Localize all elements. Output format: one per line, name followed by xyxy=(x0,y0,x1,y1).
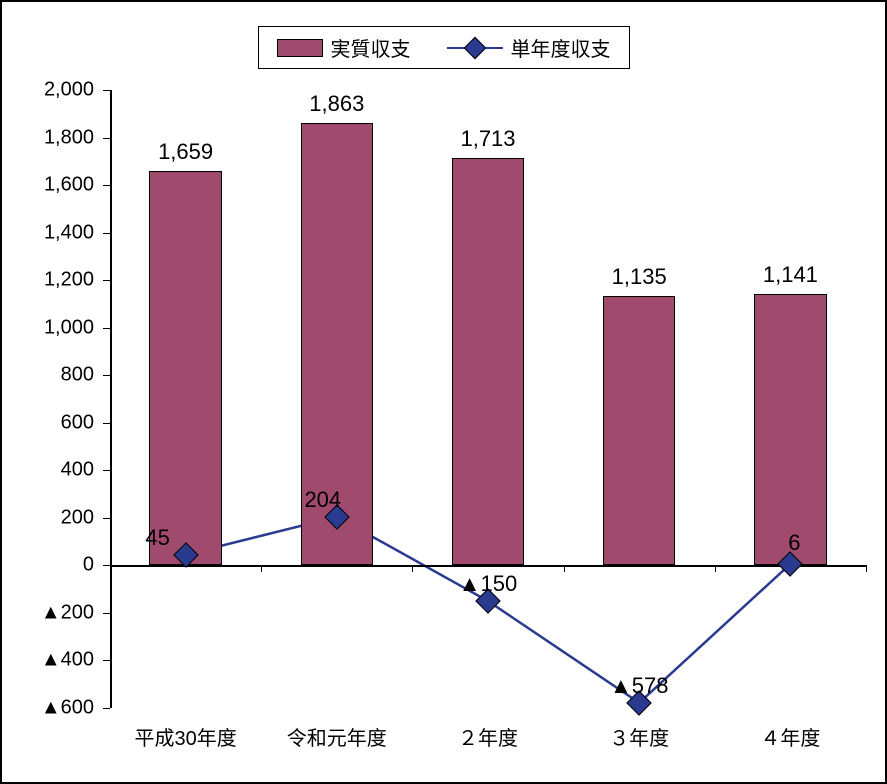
x-axis-label: ２年度 xyxy=(458,722,518,751)
y-axis-label: 0 xyxy=(83,554,94,577)
bar xyxy=(452,158,525,565)
x-tick xyxy=(715,565,716,572)
legend-item-line: 単年度収支 xyxy=(447,33,611,62)
bar-value-label: 1,713 xyxy=(460,126,515,152)
bar xyxy=(754,294,827,565)
legend-label: 実質収支 xyxy=(331,33,411,62)
y-tick xyxy=(103,708,110,709)
x-axis-label: ３年度 xyxy=(609,722,669,751)
y-axis-label: 400 xyxy=(61,459,94,482)
x-axis-label: ４年度 xyxy=(760,722,820,751)
y-axis-label: ▲600 xyxy=(41,697,94,720)
x-axis-label: 平成30年度 xyxy=(134,722,236,751)
y-tick xyxy=(103,660,110,661)
plot-area: 1,659 1,863 1,713 1,135 1,141 45 204 ▲150 ▲578 6 xyxy=(110,90,866,708)
y-tick xyxy=(103,518,110,519)
y-tick xyxy=(103,565,110,566)
bar-value-label: 1,863 xyxy=(309,91,364,117)
y-tick xyxy=(103,470,110,471)
y-axis-label: ▲200 xyxy=(41,601,94,624)
y-tick xyxy=(103,423,110,424)
line-value-label: ▲578 xyxy=(610,673,668,699)
x-tick xyxy=(110,565,111,572)
y-tick xyxy=(103,280,110,281)
y-axis-label: 1,200 xyxy=(44,269,94,292)
y-axis-label: 2,000 xyxy=(44,79,94,102)
gridline xyxy=(110,565,866,567)
legend-swatch-line xyxy=(447,47,503,49)
y-tick xyxy=(103,90,110,91)
x-tick xyxy=(564,565,565,572)
y-axis-label: 1,000 xyxy=(44,316,94,339)
y-axis-label: 200 xyxy=(61,506,94,529)
x-tick xyxy=(866,565,867,572)
y-axis-label: 1,800 xyxy=(44,126,94,149)
y-tick xyxy=(103,375,110,376)
bar-value-label: 1,141 xyxy=(763,262,818,288)
y-tick xyxy=(103,613,110,614)
y-axis-label: 1,600 xyxy=(44,174,94,197)
x-tick xyxy=(261,565,262,572)
bar-value-label: 1,135 xyxy=(612,264,667,290)
line-value-label: ▲150 xyxy=(459,571,517,597)
line-value-label: 6 xyxy=(788,530,800,556)
chart-frame: 実質収支 単年度収支 1,659 1,863 1,713 1,135 1,141 45 20… xyxy=(0,0,887,784)
y-tick xyxy=(103,185,110,186)
diamond-icon xyxy=(463,36,486,59)
y-tick xyxy=(103,233,110,234)
bar-value-label: 1,659 xyxy=(158,139,213,165)
bar xyxy=(149,171,222,565)
x-tick xyxy=(412,565,413,572)
legend-swatch-bar xyxy=(277,39,323,57)
y-axis-label: 1,400 xyxy=(44,221,94,244)
x-axis-label: 令和元年度 xyxy=(287,722,387,751)
y-tick xyxy=(103,138,110,139)
bar xyxy=(603,296,676,566)
y-tick xyxy=(103,328,110,329)
legend-item-bars: 実質収支 xyxy=(277,33,411,62)
legend: 実質収支 単年度収支 xyxy=(258,26,630,69)
line-value-label: 45 xyxy=(145,525,169,551)
y-axis-label: ▲400 xyxy=(41,649,94,672)
y-axis-label: 600 xyxy=(61,411,94,434)
line-value-label: 204 xyxy=(304,487,341,513)
legend-label: 単年度収支 xyxy=(511,33,611,62)
y-axis-label: 800 xyxy=(61,364,94,387)
